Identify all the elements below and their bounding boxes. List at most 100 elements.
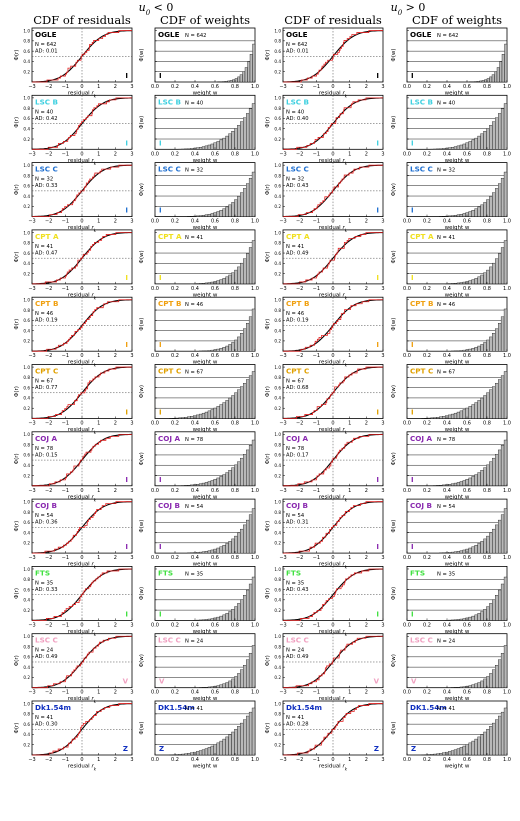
- n-label: N = 78: [286, 446, 304, 452]
- weight-cdf-bar: [252, 645, 255, 687]
- weight-cdf-bar: [246, 380, 249, 419]
- y-tick-label: 0.6: [274, 116, 281, 121]
- x-tick-label: 1.0: [503, 488, 511, 494]
- band-label: I: [411, 476, 414, 484]
- weight-cdf-bar: [469, 548, 472, 553]
- weight-cdf-bar: [252, 577, 255, 620]
- ad-label: AD: 0.19: [35, 318, 58, 324]
- x-tick-label: −3: [28, 353, 35, 359]
- weight-cdf-bar: [226, 400, 229, 418]
- x-tick-label: 3: [381, 555, 384, 561]
- weight-cdf-bar: [208, 551, 211, 553]
- band-label: I: [159, 139, 162, 147]
- x-tick-label: 0.2: [423, 622, 431, 628]
- weight-cdf-bar: [237, 673, 240, 687]
- weight-cdf-bar: [223, 684, 226, 688]
- n-label: N = 642: [437, 33, 458, 39]
- x-tick-label: 1.0: [251, 84, 259, 90]
- x-tick-label: 3: [130, 622, 133, 628]
- weight-cdf-bar: [469, 281, 472, 284]
- y-axis-label: Φ(w): [391, 48, 397, 61]
- weight-cdf-bar: [249, 712, 252, 755]
- weight-cdf-bar: [478, 473, 481, 486]
- band-label: I: [376, 543, 379, 551]
- y-tick-label: 1.0: [23, 163, 30, 168]
- weight-cdf-bar: [205, 551, 208, 553]
- weight-cdf-bar: [240, 193, 243, 217]
- band-label: Z: [374, 745, 379, 753]
- weight-cdf-bar: [249, 445, 252, 486]
- dataset-name: CPT B: [35, 299, 58, 308]
- weight-cdf-bar: [489, 267, 492, 284]
- y-tick-label: 0.6: [274, 318, 281, 323]
- weight-cdf-bar: [196, 148, 199, 150]
- x-tick-label: 3: [381, 219, 384, 225]
- weight-cdf-bar: [235, 78, 238, 82]
- x-tick-label: 1.0: [251, 488, 259, 494]
- x-tick-label: −1: [313, 219, 320, 225]
- weight-cdf-bar: [243, 595, 246, 620]
- weight-cdf-bar: [492, 333, 495, 351]
- x-tick-label: 0.0: [151, 690, 159, 696]
- weight-cdf-bar: [475, 138, 478, 149]
- weight-cdf-bar: [229, 275, 232, 284]
- weight-cdf-bar: [495, 665, 498, 688]
- weight-cdf-bar: [501, 515, 504, 553]
- weight-cdf-bar: [466, 686, 469, 688]
- x-tick-label: 3: [130, 555, 133, 561]
- x-tick-label: −2: [45, 622, 52, 628]
- weight-cdf-bar: [190, 485, 193, 486]
- x-tick-label: −3: [279, 690, 286, 696]
- weight-cdf-bar: [504, 509, 507, 554]
- x-tick-label: 1.0: [503, 757, 511, 763]
- x-tick-label: 0.6: [463, 219, 471, 225]
- weight-cdf-bar: [486, 536, 489, 553]
- x-tick-label: −3: [28, 421, 35, 427]
- weight-cdf-bar: [250, 54, 253, 82]
- weight-cdf-bar: [481, 205, 484, 217]
- x-tick-label: 1.0: [503, 555, 511, 561]
- y-tick-label: 0.8: [23, 510, 30, 515]
- y-tick-label: 0.6: [23, 49, 30, 54]
- band-label: V: [374, 678, 380, 686]
- x-tick-label: 0.6: [463, 690, 471, 696]
- weight-cdf-bar: [502, 54, 505, 82]
- weight-cdf-bar: [208, 214, 211, 216]
- x-tick-label: −3: [279, 622, 286, 628]
- weight-cdf-bar: [485, 80, 488, 82]
- weight-cdf-bar: [249, 376, 252, 419]
- weight-cdf-bar: [466, 281, 469, 284]
- x-tick-label: 0.4: [191, 757, 199, 763]
- y-axis-label: Φ(r): [14, 453, 20, 464]
- weight-cdf-bar: [492, 723, 495, 755]
- weight-cdf-bar: [495, 188, 498, 216]
- weight-cdf-bar: [463, 350, 466, 351]
- weight-cdf-bar: [226, 136, 229, 149]
- weight-cdf-bar: [211, 410, 214, 419]
- weight-cdf-bar: [481, 681, 484, 688]
- weight-cdf-bar: [220, 348, 223, 351]
- y-axis-label: Φ(w): [139, 721, 145, 734]
- x-tick-label: 0.6: [463, 555, 471, 561]
- x-tick-label: 0.4: [443, 421, 451, 427]
- weight-cdf-bar: [489, 462, 492, 486]
- x-tick-label: 3: [381, 353, 384, 359]
- n-label: N = 46: [35, 311, 53, 317]
- y-tick-label: 0.4: [23, 463, 30, 468]
- x-tick-label: 0.8: [483, 286, 491, 292]
- weight-cdf-bar: [217, 281, 220, 284]
- weight-cdf-bar: [469, 212, 472, 217]
- weight-cdf-bar: [240, 670, 243, 688]
- x-tick-label: 0: [331, 690, 334, 696]
- weight-cdf-bar: [240, 723, 243, 755]
- weight-cdf-bar: [220, 405, 223, 419]
- weight-cdf-bar: [498, 450, 501, 486]
- x-tick-label: 0.8: [483, 353, 491, 359]
- weight-cdf-bar: [505, 44, 508, 82]
- weight-cdf-bar: [225, 81, 228, 82]
- x-tick-label: −1: [62, 555, 69, 561]
- ad-label: AD: 0.17: [286, 452, 309, 458]
